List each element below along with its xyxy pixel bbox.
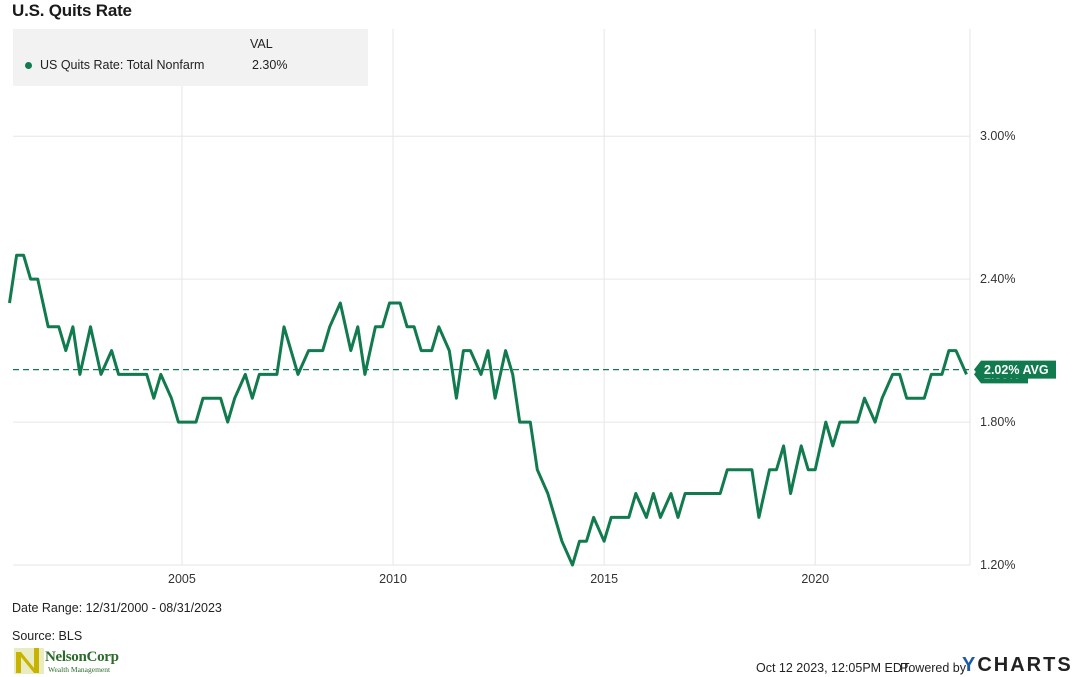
y-axis-ticks: 1.20% 1.80% 2.40% 3.00% [980,129,1015,572]
ycharts-logo-text: CHARTS [977,654,1073,676]
average-flag: 2.02% AVG [974,360,1056,379]
legend-series-value: 2.30% [252,58,288,72]
legend: VAL US Quits Rate: Total Nonfarm 2.30% [13,29,368,86]
y-tick-label: 1.20% [980,558,1015,572]
x-axis-ticks: 2005 2010 2015 2020 [168,572,829,586]
date-range: Date Range: 12/31/2000 - 08/31/2023 [12,601,222,615]
powered-by: Powered by [900,661,967,675]
logo-tagline: Wealth Management [48,665,111,674]
logo-brand: NelsonCorp [45,649,119,665]
series-line [8,253,968,567]
gridlines [13,29,971,566]
timestamp: Oct 12 2023, 12:05PM EDT. [756,661,912,675]
legend-series-name: US Quits Rate: Total Nonfarm [40,58,205,72]
legend-dot-icon [25,62,32,69]
average-flag-text: 2.02% AVG [984,363,1049,377]
nelsoncorp-logo-mark-icon [14,648,44,674]
nelsoncorp-logo: NelsonCorp Wealth Management [12,646,132,675]
x-tick-label: 2020 [801,572,829,586]
ycharts-logo-y: Y [962,654,978,676]
y-tick-label: 2.40% [980,272,1015,286]
source: Source: BLS [12,629,83,643]
x-tick-label: 2010 [379,572,407,586]
value-flags: 2.30%2.02% AVG [974,360,1056,384]
average-flag-shape [974,360,1056,379]
y-tick-label: 3.00% [980,129,1015,143]
chart-title: U.S. Quits Rate [12,1,132,20]
x-tick-label: 2015 [590,572,618,586]
y-tick-label: 1.80% [980,415,1015,429]
x-tick-label: 2005 [168,572,196,586]
legend-value-header: VAL [250,37,273,51]
ycharts-logo[interactable]: YCHARTS [962,654,1073,677]
